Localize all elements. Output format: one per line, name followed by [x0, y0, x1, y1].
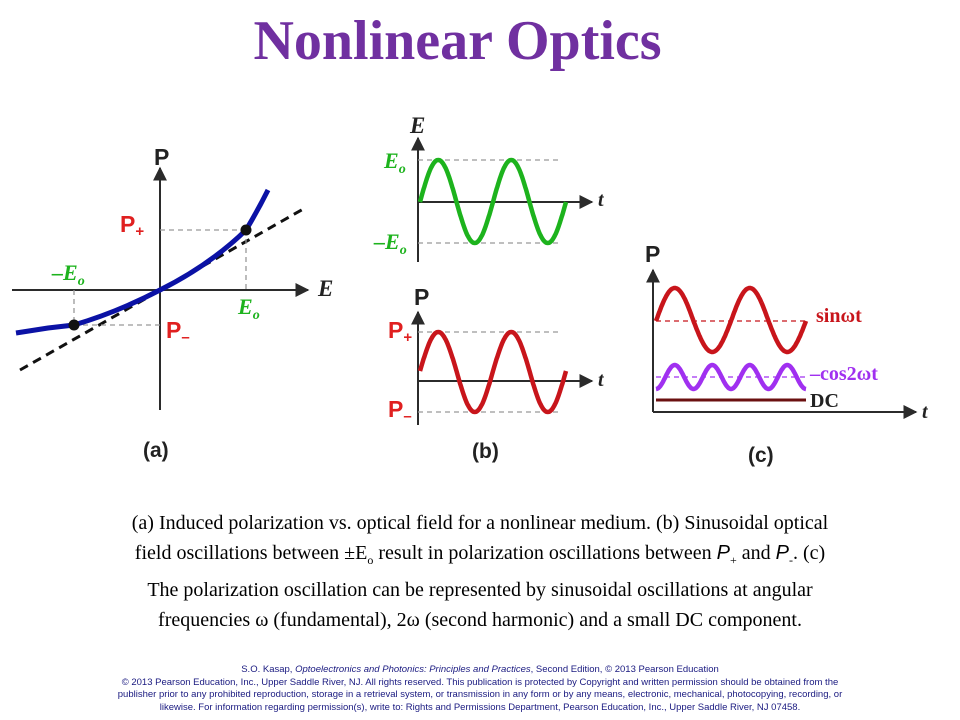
- panel-c: P t sinωt –cos2ωt DC (c): [645, 241, 929, 467]
- caption-line-1: (a) Induced polarization vs. optical fie…: [131, 512, 829, 534]
- panel-a-p-plus-label: P+: [120, 211, 144, 240]
- credit-line-4: likewise. For information regarding perm…: [159, 701, 801, 713]
- panel-c-dc-label: DC: [810, 390, 839, 412]
- panel-a-polarization-curve: [15, 188, 271, 336]
- caption-line-2: field oscillations between ±Eo result in…: [134, 542, 826, 567]
- credit-line-2: © 2013 Pearson Education, Inc., Upper Sa…: [121, 676, 839, 688]
- credit-line-1: S.O. Kasap, Optoelectronics and Photonic…: [241, 664, 719, 675]
- panel-b-field: E t Eo –Eo: [373, 113, 605, 262]
- panel-c-p-axis-label: P: [645, 241, 660, 267]
- figure: P E P+ P– –Eo Eo (a) E t Eo –Eo P t P+ P…: [12, 113, 929, 467]
- panel-a-eo-label: Eo: [237, 294, 260, 323]
- panel-b-field-wave: [417, 157, 569, 246]
- panel-a-guides: [73, 229, 247, 326]
- panel-b-polarization: P t P+ P– (b): [388, 284, 605, 463]
- credit-line-3: publisher prior to any prohibited reprod…: [117, 689, 843, 700]
- panel-a-p-minus-label: P–: [166, 317, 190, 346]
- panel-b-t-axis-label: t: [598, 189, 605, 211]
- copyright-notice: S.O. Kasap, Optoelectronics and Photonic…: [20, 664, 940, 714]
- panel-c-caption: (c): [748, 444, 774, 467]
- panel-a: P E P+ P– –Eo Eo (a): [12, 144, 333, 462]
- panel-c-sin-label: sinωt: [816, 305, 862, 327]
- panel-b-caption: (b): [472, 440, 499, 463]
- panel-a-tangent-line: [19, 206, 306, 372]
- panel-b-neg-eo-label: –Eo: [373, 229, 407, 258]
- panel-a-e-axis-label: E: [317, 276, 333, 301]
- slide-title: Nonlinear Optics: [253, 10, 662, 72]
- panel-a-neg-eo-label: –Eo: [51, 260, 85, 289]
- panel-b-e-axis-label: E: [409, 113, 425, 138]
- panel-b-p-axis-label: P: [414, 284, 429, 310]
- panel-a-point-neg: [68, 319, 80, 331]
- panel-a-caption: (a): [143, 439, 169, 462]
- panel-a-point-pos: [240, 224, 252, 236]
- figure-caption: (a) Induced polarization vs. optical fie…: [50, 508, 910, 635]
- panel-c-cos-label: –cos2ωt: [809, 363, 878, 385]
- panel-b-p-plus-label: P+: [388, 317, 412, 346]
- panel-b-polarization-wave: [417, 329, 569, 415]
- caption-line-3: The polarization oscillation can be repr…: [147, 579, 813, 601]
- panel-b-eo-label: Eo: [383, 148, 406, 177]
- panel-b-p-minus-label: P–: [388, 396, 412, 425]
- panel-b-t-axis-label-2: t: [598, 369, 605, 391]
- panel-a-p-axis-label: P: [154, 144, 169, 170]
- panel-c-sin-wave: [653, 285, 809, 355]
- panel-c-t-axis-label: t: [922, 401, 929, 423]
- caption-line-4: frequencies ω (fundamental), 2ω (second …: [158, 609, 802, 631]
- panel-c-cos-wave: [655, 362, 807, 392]
